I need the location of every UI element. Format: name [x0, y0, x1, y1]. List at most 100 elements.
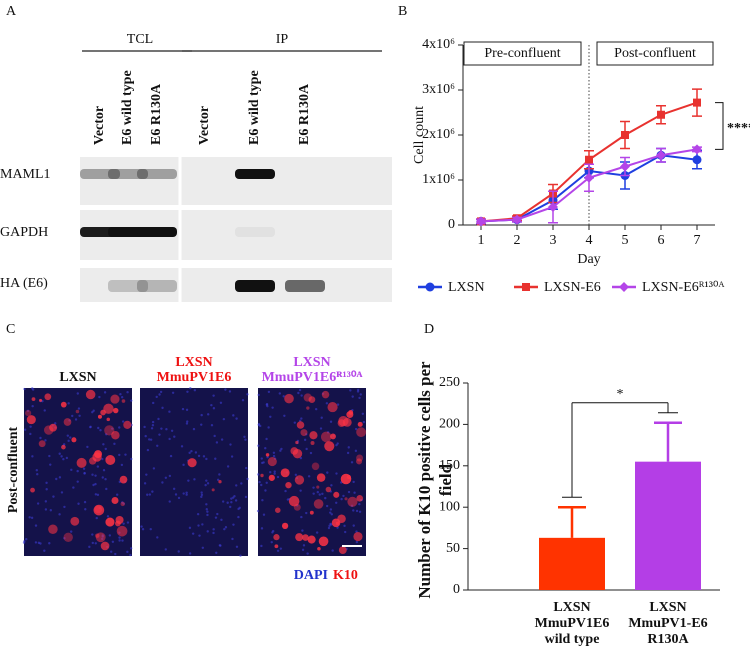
dapi-speck — [31, 388, 35, 391]
dapi-speck — [280, 447, 283, 451]
dapi-speck — [318, 493, 321, 496]
dapi-speck — [361, 412, 365, 415]
y-axis-label: Number of K10 positive cells per field — [415, 361, 455, 599]
dapi-speck — [231, 496, 235, 499]
k10-cell — [94, 450, 102, 459]
dapi-speck — [330, 513, 333, 516]
dapi-speck — [346, 451, 350, 455]
dapi-speck — [230, 455, 234, 458]
dapi-speck — [113, 442, 116, 446]
x-tick-label: 5 — [622, 233, 629, 248]
dapi-speck — [193, 478, 196, 481]
dapi-speck — [168, 474, 172, 478]
dapi-speck — [336, 442, 339, 445]
dapi-speck — [48, 454, 51, 458]
k10-cell — [338, 415, 349, 427]
dapi-speck — [301, 548, 305, 552]
blot-band — [108, 169, 148, 179]
dapi-speck — [44, 500, 48, 503]
k10-cell — [75, 409, 80, 414]
k10-cell — [187, 458, 197, 468]
dapi-speck — [158, 393, 161, 396]
dapi-speck — [273, 472, 276, 475]
dapi-speck — [36, 502, 40, 505]
dapi-speck — [300, 515, 303, 519]
dapi-speck — [121, 501, 124, 504]
dapi-speck — [276, 549, 280, 552]
dapi-speck — [28, 516, 31, 519]
dapi-speck — [359, 393, 362, 396]
dapi-speck — [147, 438, 151, 441]
k10-cell — [39, 398, 43, 402]
dapi-speck — [342, 494, 345, 498]
dapi-speck — [43, 409, 46, 412]
dapi-speck — [218, 544, 222, 547]
k10-cell — [85, 389, 96, 400]
micrograph-title: LXSN — [175, 355, 212, 370]
dapi-speck — [326, 431, 330, 434]
dapi-speck — [347, 446, 350, 449]
dapi-speck — [172, 487, 176, 491]
dapi-speck — [122, 522, 125, 525]
dapi-speck — [256, 509, 260, 513]
dapi-speck — [197, 454, 201, 458]
dapi-speck — [105, 433, 108, 436]
k10-cell — [70, 516, 80, 526]
blot-band — [285, 280, 325, 292]
dapi-speck — [294, 473, 298, 477]
k10-cell — [346, 411, 354, 419]
dapi-speck — [91, 473, 94, 476]
dapi-speck — [116, 493, 119, 496]
dapi-speck — [31, 404, 34, 408]
dapi-speck — [150, 427, 154, 430]
k10-cell — [316, 485, 320, 489]
dapi-speck — [230, 497, 233, 500]
blot-band — [137, 227, 177, 237]
dapi-speck — [45, 481, 48, 485]
dapi-speck — [48, 542, 51, 545]
k10-cell — [25, 410, 32, 417]
k10-cell — [285, 481, 292, 489]
k10-cell — [88, 457, 97, 465]
k10-cell — [284, 393, 294, 404]
dapi-speck — [325, 402, 329, 405]
dapi-speck — [29, 425, 32, 428]
dapi-speck — [129, 553, 132, 557]
dapi-speck — [244, 438, 247, 441]
dapi-speck — [269, 470, 272, 474]
dapi-speck — [194, 451, 198, 454]
k10-cell — [302, 534, 309, 541]
dapi-speck — [118, 453, 121, 457]
dapi-speck — [259, 424, 262, 428]
marker — [548, 202, 558, 212]
panel-label: B — [398, 4, 407, 19]
dapi-speck — [76, 480, 79, 483]
dapi-speck — [232, 523, 235, 526]
k10-cell — [356, 494, 364, 502]
micrograph-title: MmuPV1E6 — [157, 370, 232, 385]
y-axis-label: Cell count — [412, 106, 427, 164]
dapi-speck — [267, 426, 270, 429]
k10-cell — [330, 433, 336, 440]
k10-cell — [317, 546, 321, 551]
lane-label: E6 wild type — [247, 70, 262, 145]
k10-cell — [295, 533, 304, 542]
dapi-speck — [232, 414, 235, 417]
dapi-speck — [118, 536, 121, 539]
dapi-speck — [267, 390, 271, 394]
dapi-speck — [216, 512, 219, 516]
dapi-speck — [49, 463, 52, 466]
dapi-speck — [152, 467, 156, 470]
dapi-speck — [272, 454, 276, 458]
dapi-speck — [180, 445, 184, 448]
k10-cell — [60, 401, 67, 408]
dapi-speck — [114, 552, 117, 556]
dapi-speck — [187, 479, 190, 482]
dapi-speck — [226, 501, 229, 504]
dapi-speck — [264, 447, 267, 450]
dapi-speck — [347, 490, 351, 494]
dapi-speck — [210, 403, 213, 407]
marker — [585, 155, 593, 164]
dapi-speck — [44, 439, 47, 442]
k10-cell — [275, 507, 281, 513]
